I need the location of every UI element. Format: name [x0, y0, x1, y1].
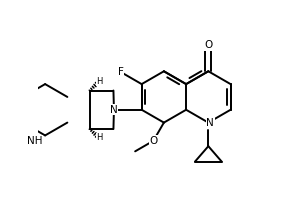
- Text: O: O: [149, 136, 157, 146]
- Text: H: H: [96, 134, 102, 143]
- Text: NH: NH: [27, 136, 43, 146]
- Text: F: F: [118, 67, 124, 77]
- Text: O: O: [204, 40, 213, 50]
- Text: N: N: [110, 105, 118, 115]
- Text: H: H: [96, 77, 102, 86]
- Text: N: N: [206, 118, 214, 128]
